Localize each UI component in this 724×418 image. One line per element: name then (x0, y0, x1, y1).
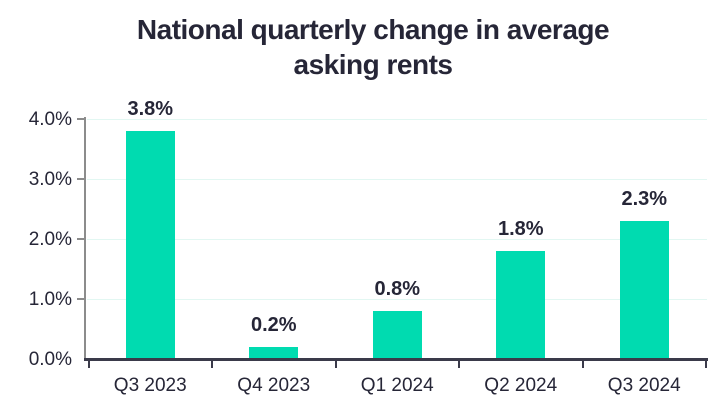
gridline (87, 238, 707, 240)
y-axis-tick-label: 2.0% (28, 229, 72, 250)
gridline (87, 118, 707, 120)
y-axis-tick-label: 3.0% (28, 169, 72, 190)
bar-value-label: 0.8% (374, 278, 421, 300)
bar-q3-2024 (619, 221, 669, 359)
x-axis-category-label: Q4 2023 (237, 375, 311, 396)
y-axis-line (84, 117, 86, 361)
y-axis-tick-label: 0.0% (28, 349, 72, 370)
bar-q2-2024 (496, 251, 546, 359)
x-axis-line (84, 358, 708, 361)
chart-title-line1: National quarterly change in average (136, 14, 610, 45)
gridline (87, 298, 707, 300)
bar-value-label: 1.8% (497, 218, 544, 240)
x-axis-category-label: Q3 2024 (607, 375, 681, 396)
bar-value-label: 2.3% (621, 188, 668, 210)
bar-value-label: 3.8% (127, 98, 174, 120)
bar-q4-2023 (249, 347, 299, 359)
x-axis-category-label: Q1 2024 (360, 375, 434, 396)
x-axis-tick (211, 358, 213, 368)
x-axis-tick (458, 358, 460, 368)
y-axis-tick-label: 1.0% (28, 289, 72, 310)
y-axis-tick (77, 298, 85, 300)
y-axis-tick (77, 178, 85, 180)
bar-q3-2023 (125, 131, 175, 359)
x-axis-tick (87, 358, 90, 368)
y-axis-tick (77, 118, 85, 120)
y-axis-tick (77, 238, 85, 240)
bar-q1-2024 (372, 311, 422, 359)
x-axis-tick (334, 358, 337, 368)
bar-value-label: 0.2% (250, 314, 297, 336)
x-axis-tick (581, 358, 584, 368)
x-axis-tick (705, 358, 707, 368)
x-axis-category-label: Q2 2024 (484, 375, 558, 396)
chart-title: National quarterly change in average ask… (23, 12, 723, 82)
chart-title-line2: asking rents (293, 49, 453, 80)
gridline (87, 178, 707, 180)
y-axis-tick-label: 4.0% (28, 109, 72, 130)
x-axis-category-label: Q3 2023 (113, 375, 187, 396)
